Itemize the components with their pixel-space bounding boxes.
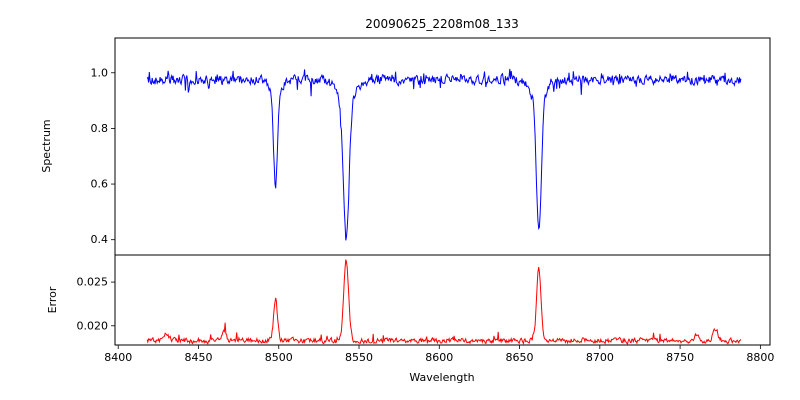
spectrum-panel <box>114 37 771 256</box>
error-y-tick-label: 0.025 <box>77 276 109 289</box>
x-axis-ticks: 8400 8450 8500 8550 8600 8650 8700 8750 8800 <box>104 345 774 364</box>
chart-title: 20090625_2208m08_133 <box>365 17 518 31</box>
x-tick-label: 8500 <box>265 351 293 364</box>
x-tick-label: 8650 <box>506 351 534 364</box>
spectrum-y-axis-label: Spectrum <box>40 119 53 172</box>
error-y-axis-label: Error <box>46 286 59 313</box>
error-line <box>146 259 742 345</box>
x-tick-label: 8700 <box>586 351 614 364</box>
x-tick-label: 8550 <box>345 351 373 364</box>
x-tick-label: 8450 <box>184 351 212 364</box>
x-tick-label: 8750 <box>666 351 694 364</box>
spectrum-line <box>146 68 742 241</box>
spectrum-y-tick-label: 1.0 <box>91 66 109 79</box>
spectrum-y-tick-label: 0.4 <box>91 233 109 246</box>
error-y-tick-label: 0.020 <box>77 319 109 332</box>
x-tick-label: 8800 <box>746 351 774 364</box>
error-panel <box>114 254 771 346</box>
spectrum-y-tick-label: 0.8 <box>91 122 109 135</box>
x-tick-label: 8600 <box>425 351 453 364</box>
spectrum-y-tick-label: 0.6 <box>91 178 109 191</box>
x-tick-label: 8400 <box>104 351 132 364</box>
spectrum-y-axis-ticks: 0.4 0.6 0.8 1.0 <box>91 66 115 246</box>
error-y-axis-ticks: 0.020 0.025 <box>77 276 115 332</box>
x-axis-label: Wavelength <box>409 371 474 384</box>
